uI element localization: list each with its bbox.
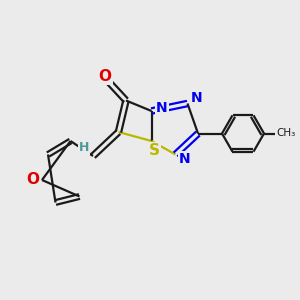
Text: CH₃: CH₃ — [276, 128, 296, 139]
Text: N: N — [156, 101, 168, 115]
Text: N: N — [179, 152, 190, 166]
Text: S: S — [149, 143, 160, 158]
Text: O: O — [26, 172, 40, 188]
Text: H: H — [79, 141, 89, 154]
Text: O: O — [98, 69, 112, 84]
Text: N: N — [191, 91, 202, 104]
